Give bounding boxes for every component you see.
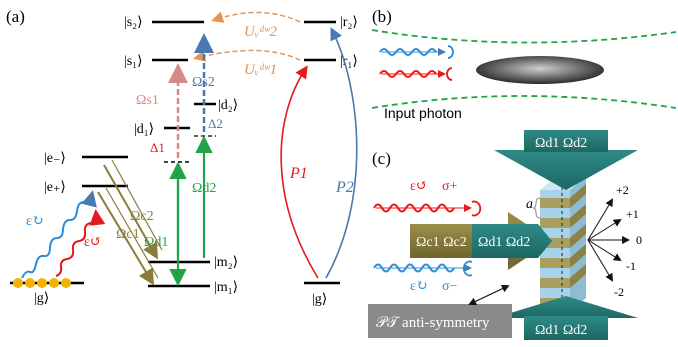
label-s1: |s₁⟩ <box>124 54 143 69</box>
panel-c-tag: (c) <box>372 149 391 168</box>
label-g-left: |g⟩ <box>34 291 49 306</box>
order-minus1-arrow <box>587 239 622 262</box>
beam-waist-bottom <box>371 95 677 109</box>
omega-d2-label: Ωd2 <box>192 181 216 196</box>
omega-d-bottom-label: Ωd1 Ωd2 <box>535 323 587 338</box>
panel-b-tag: (b) <box>372 7 392 26</box>
omega-c1-arrow-line2 <box>105 187 159 279</box>
omega-c2-arrow-line2 <box>111 159 163 251</box>
eps-minus-label: ε↻ <box>410 279 428 294</box>
p1-label: P1 <box>289 165 308 182</box>
order-plus2-label: +2 <box>616 183 629 197</box>
label-m2: |m₂⟩ <box>214 255 238 270</box>
photon-blue-a <box>21 190 97 279</box>
eps-right-label: ε↺ <box>84 235 102 250</box>
period-label: a <box>526 197 533 212</box>
period-brace <box>532 197 541 219</box>
label-d2: |d₂⟩ <box>218 98 238 113</box>
grating <box>540 176 586 312</box>
order-zero-label: 0 <box>636 233 642 247</box>
polarization-blue-b-icon <box>447 45 454 59</box>
omega-c-big-arrow <box>410 212 552 270</box>
delta1-label: Δ1 <box>150 140 165 155</box>
u-vdw2-label: Uᵥᵈʷ2 <box>244 24 278 40</box>
omega-d-bottom-arrow <box>494 296 638 340</box>
polarization-red-c-icon <box>471 200 482 217</box>
u-vdw1-label: Uᵥᵈʷ1 <box>244 62 277 78</box>
p1-arc <box>280 65 319 279</box>
omega-c1-label: Ωc1 <box>116 227 140 242</box>
atom-cloud <box>476 56 604 84</box>
polarization-blue-c-icon <box>462 260 473 277</box>
omega-s1-label: Ωs1 <box>136 93 159 108</box>
sigma-minus-label: σ− <box>442 279 458 294</box>
omega-d-top-arrow <box>494 130 638 190</box>
atom-dots <box>13 278 71 288</box>
order-minus2-label: -2 <box>614 285 624 299</box>
omega-d-mid-label: Ωd1 Ωd2 <box>478 235 530 250</box>
photon-red-b <box>379 70 437 78</box>
panel-a-tag: (a) <box>6 7 25 26</box>
order-plus1-label: +1 <box>626 207 639 221</box>
eps-plus-label: ε↺ <box>410 179 428 194</box>
vdw2-arrow <box>211 11 301 23</box>
label-d1: |d₁⟩ <box>134 122 154 137</box>
pt-label-box <box>368 304 512 338</box>
vdw1-arrow <box>193 49 301 62</box>
label-e-plus: |e₊⟩ <box>44 180 66 195</box>
order-minus2-arrow <box>587 239 614 282</box>
omega-c1-arrow <box>97 191 155 286</box>
order-minus1-label: -1 <box>626 259 636 273</box>
polarization-red-b-icon <box>446 67 453 81</box>
pt-label: 𝒫𝒯 anti-symmetry <box>376 315 490 331</box>
order-plus2-arrow <box>587 198 614 241</box>
order-plus1-arrow <box>587 218 622 241</box>
omega-c2-arrow <box>103 164 158 260</box>
sigma-plus-label: σ+ <box>442 179 458 194</box>
eps-left-label: ε↻ <box>26 214 44 229</box>
photon-red-a <box>55 209 106 277</box>
label-r2: |r₂⟩ <box>340 15 358 30</box>
p2-label: P2 <box>335 179 354 196</box>
label-s2: |s₂⟩ <box>124 15 143 30</box>
delta2-label: Δ2 <box>208 116 223 131</box>
input-photon-caption: Input photon <box>384 105 462 121</box>
label-m1: |m₁⟩ <box>214 280 238 295</box>
omega-d-top-label: Ωd1 Ωd2 <box>535 136 587 151</box>
label-e-minus: |e₋⟩ <box>44 151 66 166</box>
p2-arc <box>325 27 358 279</box>
photon-blue-b <box>379 48 437 56</box>
omega-s2-label: Ωs2 <box>192 75 215 90</box>
beam-waist-top <box>371 29 677 44</box>
omega-c-label: Ωc1 Ωc2 <box>416 235 467 250</box>
label-g-right: |g⟩ <box>312 292 327 307</box>
omega-c2-label: Ωc2 <box>130 209 154 224</box>
label-r1: |r₁⟩ <box>340 54 358 69</box>
pt-pointer-right <box>468 285 509 306</box>
